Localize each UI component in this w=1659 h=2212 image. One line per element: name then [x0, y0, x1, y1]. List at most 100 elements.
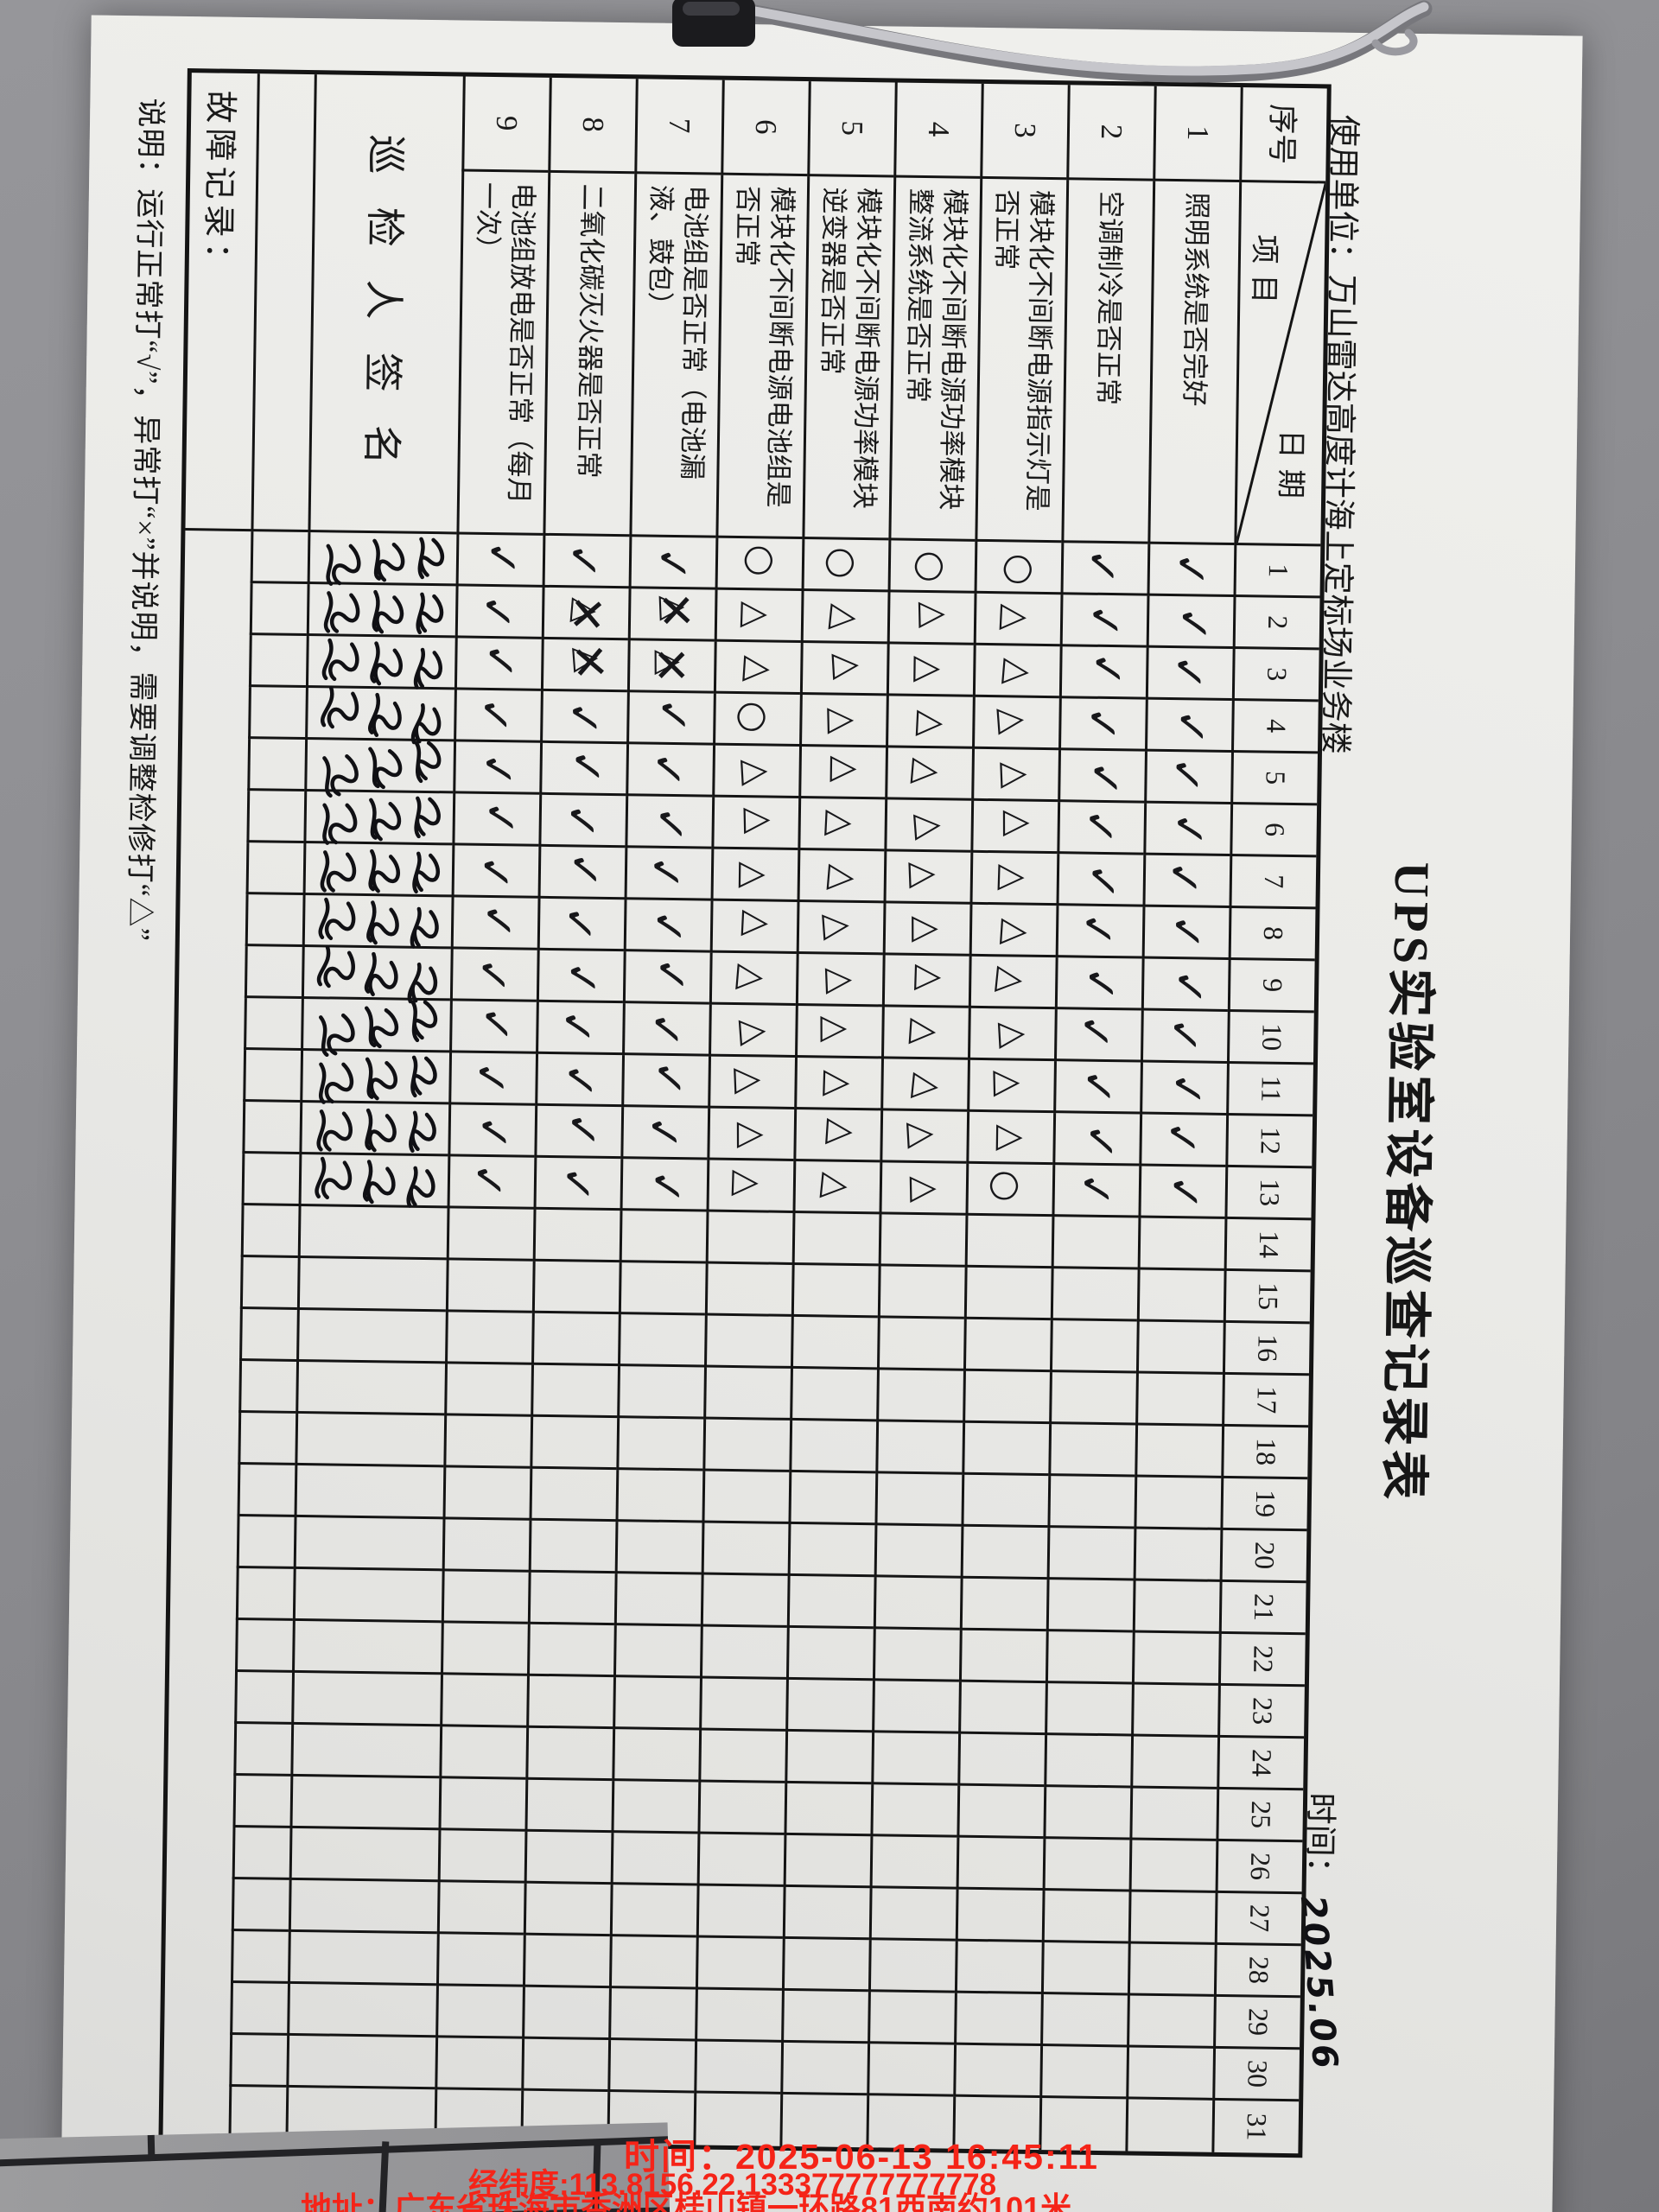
mark-cell [956, 1837, 1044, 1891]
mark-cell [1039, 2046, 1128, 2100]
mark-cell: ✓ [626, 744, 714, 798]
mark-cell [694, 2041, 782, 2094]
clipboard-clip-icon [672, 0, 1433, 83]
mark-cell: ○ [965, 1163, 1053, 1217]
signature-cell [295, 1413, 445, 1468]
mark-cell: ✓ [622, 1003, 709, 1057]
spare-cell [241, 1154, 300, 1206]
day-header-cell: 6 [1230, 804, 1318, 858]
mark-cell [441, 1571, 529, 1624]
mark-cell: △ [880, 1058, 968, 1112]
mark-cell [1047, 1476, 1135, 1529]
mark-cell [868, 1992, 955, 2045]
mark-cell: ✓ [534, 1105, 622, 1160]
mark-cell [446, 1208, 534, 1262]
mark-cell [1134, 1477, 1222, 1530]
mark-cell: ✓ [539, 742, 627, 797]
mark-cell: ✓ [1053, 1061, 1141, 1115]
tile-groove [147, 2134, 156, 2162]
mark-cell: ✓ [1058, 750, 1145, 804]
mark-cell: ✓ [449, 949, 537, 1002]
mark-cell [435, 1934, 524, 1987]
mark-cell: ✓ [538, 794, 626, 849]
mark-cell [790, 1368, 877, 1422]
mark-cell [1041, 1891, 1129, 1944]
mark-cell: △ [796, 901, 884, 956]
mark-cell [1043, 1787, 1131, 1840]
mark-cell: ✓ [1138, 1166, 1226, 1219]
row-item-cell: 二氧化碳灭火器是否正常 [543, 172, 635, 537]
mark-cell: ✓ [1141, 958, 1229, 1012]
spare-cell [235, 1619, 293, 1673]
mark-cell [698, 1730, 786, 1783]
row-seq-cell: 9 [461, 76, 550, 173]
row-item-cell: 模块化不间断电源电池组是否正常 [715, 175, 808, 540]
mark-cell [870, 1784, 958, 1838]
mark-cell [785, 1627, 874, 1681]
signature-row-label-cell: 巡检人签名 [308, 74, 463, 535]
day-header-cell: 24 [1217, 1737, 1305, 1791]
mark-cell [531, 1261, 620, 1315]
mark-cell [531, 1313, 619, 1367]
mark-cell [876, 1370, 963, 1423]
spare-cell [230, 1930, 289, 1984]
mark-cell: △ [967, 1059, 1054, 1114]
mark-cell: ✓ [1058, 646, 1147, 700]
mark-cell: ○ [974, 541, 1062, 595]
mark-cell [443, 1415, 531, 1469]
mark-cell: ✓ [628, 537, 716, 590]
mark-cell [1045, 1683, 1132, 1737]
spare-cell [232, 1775, 291, 1828]
mark-cell: ✓ [623, 899, 711, 953]
signature-cell [302, 843, 453, 898]
spare-cell [231, 1878, 289, 1932]
mark-cell: △ [880, 1110, 968, 1164]
mark-cell: △ [709, 1004, 796, 1058]
mark-cell [783, 1834, 871, 1889]
mark-cell: △ ✕ [541, 587, 629, 641]
signature-cell [287, 1931, 437, 1986]
mark-cell: △ [714, 589, 802, 644]
spare-cell [249, 583, 308, 637]
mark-cell [1051, 1217, 1139, 1270]
mark-cell: △ [709, 952, 797, 1006]
mark-cell: △ [708, 1056, 796, 1109]
signature-cell [299, 1102, 449, 1157]
signature-cell [286, 2035, 436, 2090]
mark-cell: △ [881, 955, 969, 1008]
mark-cell: △ [800, 591, 888, 645]
signature-cell [288, 1879, 438, 1935]
mark-cell: △ [886, 644, 974, 697]
mark-cell [953, 2044, 1041, 2099]
mark-cell: ✓ [453, 741, 541, 795]
signature-cell [287, 1983, 436, 2038]
mark-cell [532, 1209, 620, 1263]
signature-cell [303, 791, 454, 846]
spare-cell [237, 1465, 296, 1517]
mark-cell [1050, 1268, 1138, 1322]
mark-cell [868, 1888, 957, 1942]
mark-cell: △ [712, 745, 800, 798]
mark-cell [963, 1370, 1050, 1425]
mark-cell [615, 1470, 703, 1523]
spare-cell [233, 1723, 292, 1777]
mark-cell: △ ✕ [626, 640, 715, 694]
mark-cell [963, 1319, 1051, 1373]
signature-cell [298, 1154, 448, 1209]
mark-cell: ✓ [1052, 1113, 1141, 1166]
mark-cell [609, 1885, 697, 1938]
mark-cell: ✓ [536, 1001, 623, 1056]
mark-cell: ✓ [620, 1107, 709, 1160]
signature-cell [296, 1309, 446, 1364]
day-header-cell: 30 [1212, 2048, 1300, 2102]
mark-cell [1137, 1217, 1225, 1271]
mark-cell [524, 1831, 612, 1885]
mark-cell: △ [969, 904, 1057, 958]
row-item-cell: 模块化不间断电源功率模块整流系统是否正常 [888, 177, 981, 542]
spare-cell [245, 842, 304, 895]
mark-cell [522, 1986, 609, 2041]
mark-cell: ✓ [455, 534, 543, 588]
mark-cell [1040, 1942, 1128, 1996]
day-header-cell: 12 [1225, 1115, 1313, 1169]
